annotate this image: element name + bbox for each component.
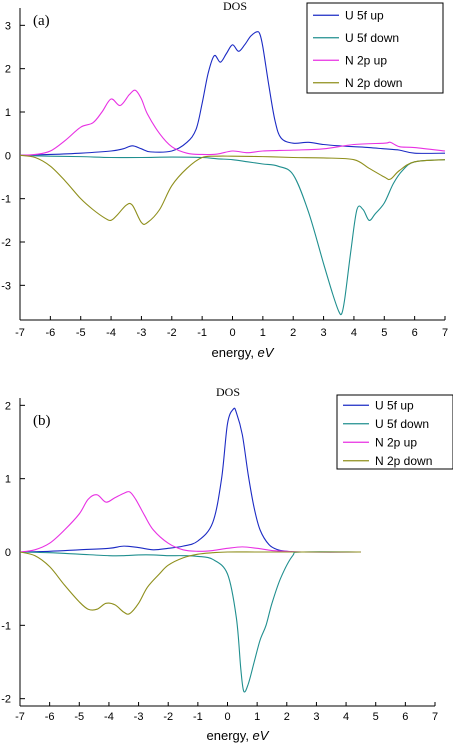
y-tick-label: 0 bbox=[5, 150, 11, 162]
panel-label: (a) bbox=[33, 13, 50, 29]
series-line-2 bbox=[19, 154, 446, 316]
x-tick-label: -1 bbox=[197, 327, 207, 339]
legend-entry: N 2p up bbox=[345, 53, 387, 67]
x-tick-label: 6 bbox=[402, 711, 408, 723]
y-tick-label: 3 bbox=[5, 20, 11, 32]
x-tick-label: 7 bbox=[432, 711, 438, 723]
x-tick-label: -1 bbox=[193, 711, 203, 723]
x-axis-label: energy, eV bbox=[212, 345, 275, 360]
x-tick-label: -5 bbox=[74, 711, 84, 723]
x-tick-label: -2 bbox=[163, 711, 173, 723]
chart-panel-1: 3 2 1 0 -1 -2 -3 -7 -6 -5 -4 -3 -2 -1 0 1 2 3 4 5 6 7 energy, … bbox=[1, 0, 448, 360]
x-tick-label: -3 bbox=[137, 327, 147, 339]
series-line-3 bbox=[19, 89, 446, 156]
x-axis-label: energy, eV bbox=[207, 728, 270, 743]
chart-title: DOS bbox=[223, 0, 247, 13]
legend: U 5f up U 5f down N 2p up N 2p down bbox=[306, 2, 444, 94]
x-tick-label: 5 bbox=[381, 327, 387, 339]
x-tick-label: 0 bbox=[224, 711, 230, 723]
y-tick-label: -1 bbox=[1, 194, 11, 206]
series-line-2 bbox=[19, 551, 361, 693]
series-line-1 bbox=[19, 31, 446, 156]
x-tick-label: 6 bbox=[412, 327, 418, 339]
x-tick-label: 3 bbox=[321, 327, 327, 339]
x-tick-label: -7 bbox=[15, 327, 25, 339]
x-tick-label: 4 bbox=[351, 327, 357, 339]
legend-box bbox=[306, 2, 444, 94]
y-tick-label: -2 bbox=[1, 694, 11, 706]
x-tick-label: -4 bbox=[104, 711, 114, 723]
y-tick-label: 2 bbox=[5, 64, 11, 76]
legend-entry: N 2p up bbox=[375, 435, 417, 449]
legend-entry: U 5f down bbox=[345, 31, 399, 45]
x-tick-label: -7 bbox=[15, 711, 25, 723]
x-tick-label: 3 bbox=[313, 711, 319, 723]
legend-entry: N 2p down bbox=[375, 454, 432, 468]
x-tick-label: -6 bbox=[45, 327, 55, 339]
y-tick-label: 0 bbox=[5, 547, 11, 559]
x-tick-label: 1 bbox=[260, 327, 266, 339]
y-tick-label: 2 bbox=[5, 400, 11, 412]
x-tick-label: -4 bbox=[106, 327, 116, 339]
chart-title: DOS bbox=[216, 385, 240, 399]
x-tick-label: 0 bbox=[229, 327, 235, 339]
y-tick-label: -1 bbox=[1, 620, 11, 632]
series-line-3 bbox=[19, 491, 361, 553]
y-tick-label: -2 bbox=[1, 237, 11, 249]
x-tick-label: 2 bbox=[290, 327, 296, 339]
y-tick-label: 1 bbox=[5, 474, 11, 486]
x-tick-label: -6 bbox=[45, 711, 55, 723]
panel-label: (b) bbox=[33, 413, 51, 429]
legend-box bbox=[336, 394, 453, 470]
y-tick-label: -3 bbox=[1, 280, 11, 292]
legend-entry: N 2p down bbox=[345, 76, 402, 90]
x-tick-label: 2 bbox=[284, 711, 290, 723]
x-tick-label: 1 bbox=[254, 711, 260, 723]
series-line-4 bbox=[19, 551, 361, 615]
x-tick-label: 4 bbox=[343, 711, 349, 723]
x-tick-label: -5 bbox=[76, 327, 86, 339]
x-tick-label: -3 bbox=[134, 711, 144, 723]
legend: U 5f up U 5f down N 2p up N 2p down bbox=[336, 394, 453, 470]
legend-entry: U 5f up bbox=[345, 8, 384, 22]
y-tick-label: 1 bbox=[5, 107, 11, 119]
x-tick-label: 5 bbox=[373, 711, 379, 723]
x-tick-label: 7 bbox=[442, 327, 448, 339]
series-line-1 bbox=[19, 407, 361, 553]
chart-panel-2: 2 1 0 -1 -2 -7 -6 -5 -4 -3 -2 -1 0 1 2 3 4 5 6 7 energy, eV D… bbox=[1, 385, 453, 743]
legend-entry: U 5f up bbox=[375, 398, 414, 412]
x-tick-label: -2 bbox=[167, 327, 177, 339]
series-line-4 bbox=[19, 154, 446, 225]
legend-entry: U 5f down bbox=[375, 417, 429, 431]
